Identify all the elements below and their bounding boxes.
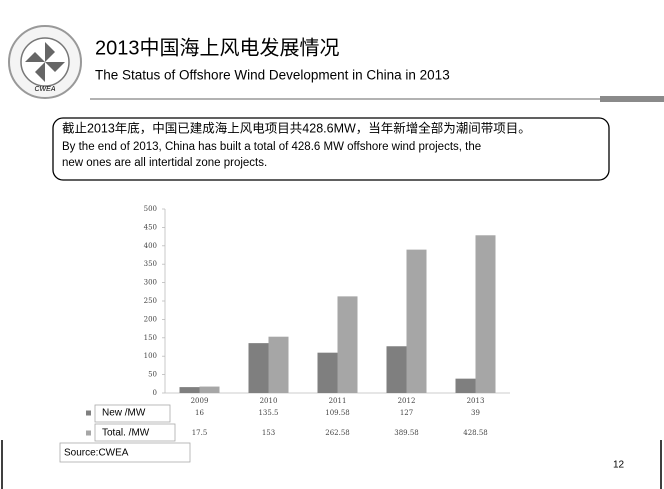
table-value: 39 — [471, 409, 480, 417]
x-tick-label: 2013 — [467, 397, 485, 405]
page-number: 12 — [613, 460, 625, 471]
bar — [337, 296, 358, 393]
bar — [317, 352, 338, 393]
x-tick-label: 2009 — [191, 397, 209, 405]
x-tick-label: 2012 — [398, 397, 416, 405]
legend-box — [94, 404, 171, 423]
legend-swatch — [86, 430, 91, 436]
table-value: 428.58 — [463, 429, 488, 437]
bar — [455, 378, 476, 393]
y-tick-label: 400 — [144, 242, 157, 250]
x-tick-label: 2010 — [260, 397, 278, 405]
y-tick-label: 100 — [144, 352, 157, 360]
y-tick-label: 200 — [144, 315, 157, 323]
bar — [268, 336, 289, 393]
table-value: 127 — [400, 409, 413, 417]
x-tick-label: 2011 — [329, 397, 347, 405]
bar — [406, 249, 427, 393]
table-value: 135.5 — [258, 409, 278, 417]
legend-label: New /MW — [102, 408, 146, 419]
bar — [179, 387, 200, 393]
y-tick-label: 500 — [144, 205, 157, 213]
table-value: 17.5 — [192, 429, 208, 437]
subtitle: The Status of Offshore Wind Development … — [95, 68, 450, 83]
legend-box — [94, 423, 176, 442]
y-tick-label: 300 — [144, 279, 157, 287]
callout-box — [52, 117, 610, 181]
table-value: 389.58 — [394, 429, 419, 437]
title: 2013中国海上风电发展情况 — [95, 36, 340, 59]
logo: CWEA — [8, 25, 82, 99]
y-tick-label: 450 — [144, 223, 157, 231]
callout-line: new ones are all intertidal zone project… — [62, 157, 267, 169]
bar — [199, 386, 220, 393]
header-rule-accent — [600, 96, 664, 102]
y-tick-label: 350 — [144, 260, 157, 268]
callout-line: By the end of 2013, China has built a to… — [62, 141, 481, 153]
callout-line: 截止2013年底，中国已建成海上风电项目共428.6MW，当年新增全部为潮间带项… — [62, 120, 531, 135]
table-value: 153 — [262, 429, 275, 437]
bar — [248, 343, 269, 393]
y-tick-label: 0 — [153, 389, 157, 397]
bar — [475, 235, 496, 393]
legend-label: Total. /MW — [102, 428, 150, 439]
y-tick-label: 50 — [148, 371, 157, 379]
table-value: 16 — [195, 409, 204, 417]
source-box — [59, 442, 191, 463]
legend-swatch — [86, 410, 91, 416]
table-value: 262.58 — [325, 429, 350, 437]
y-tick-label: 250 — [144, 297, 157, 305]
bar — [386, 346, 407, 393]
table-value: 109.58 — [325, 409, 350, 417]
source: Source:CWEA — [64, 448, 129, 459]
y-tick-label: 150 — [144, 334, 157, 342]
logo-text: CWEA — [35, 86, 56, 93]
